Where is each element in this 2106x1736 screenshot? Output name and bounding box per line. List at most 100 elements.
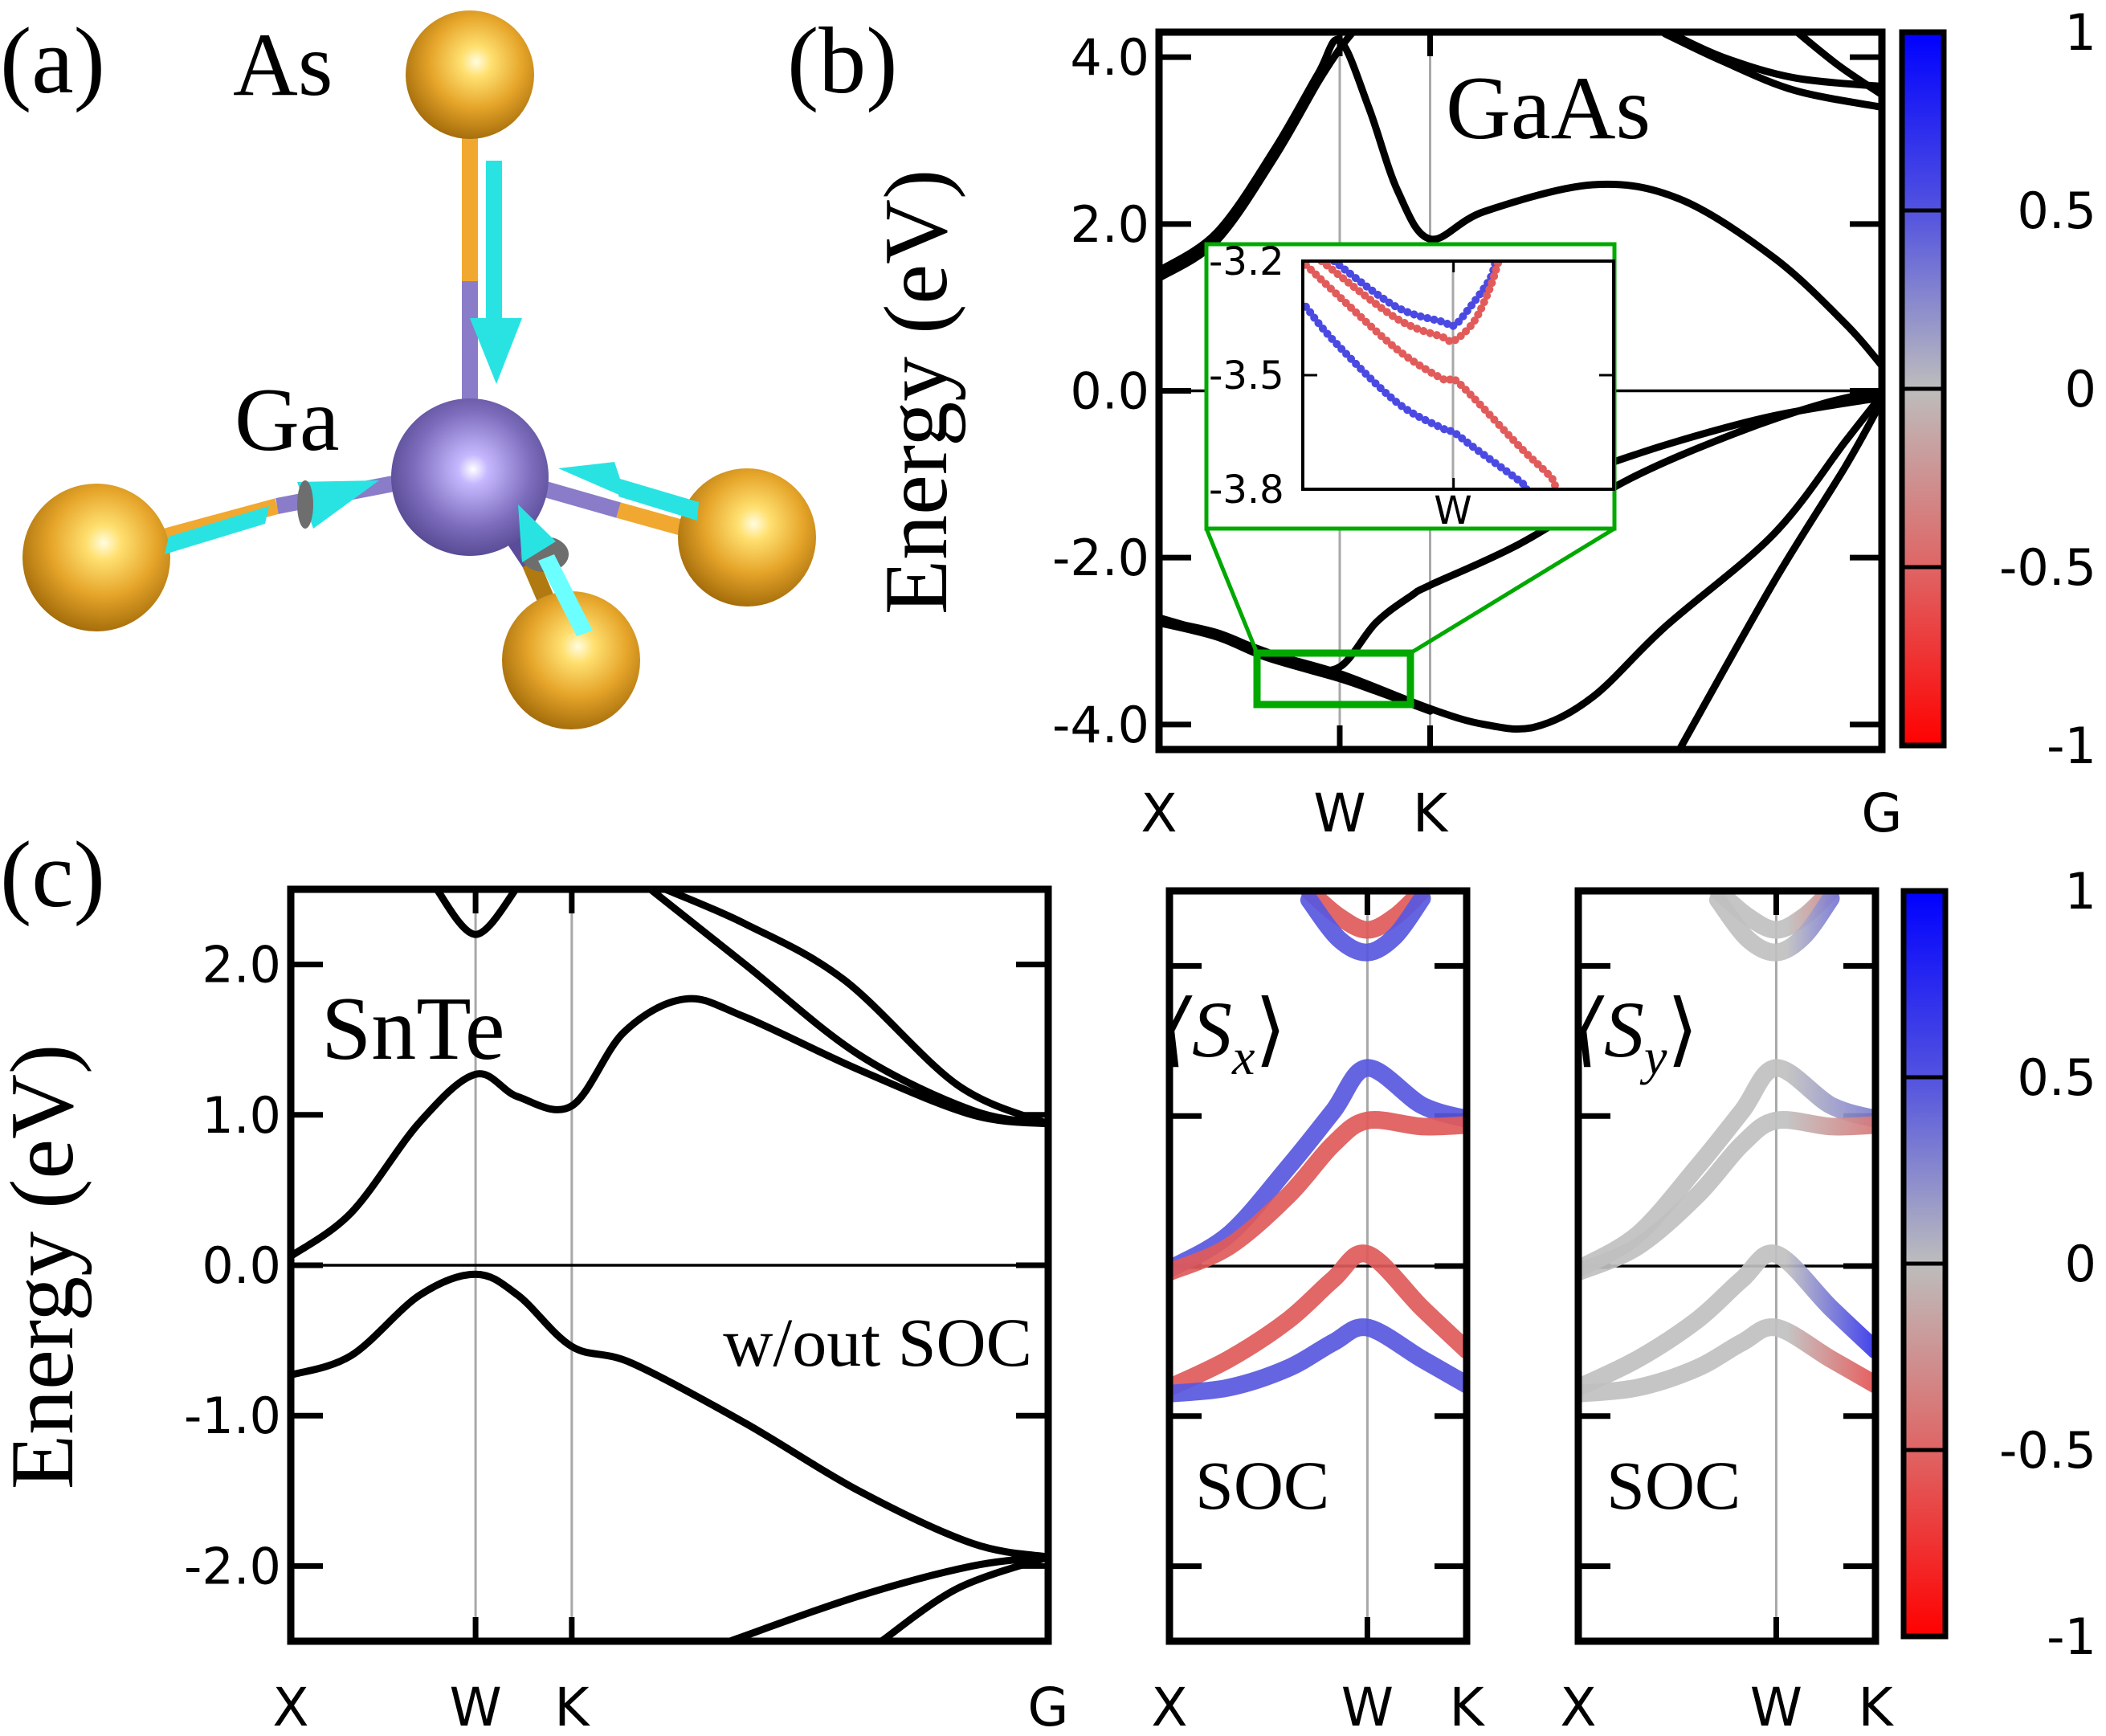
panel-label-c: (c) bbox=[0, 822, 105, 927]
ga-atom-center bbox=[391, 398, 549, 556]
k-label: G bbox=[1861, 782, 1902, 844]
annotation-soc-sx: SOC bbox=[1195, 1447, 1329, 1524]
inset-bands bbox=[1303, 261, 1559, 489]
inset-y-tick-label: -3.5 bbox=[1209, 353, 1284, 398]
spin-band-cb-dn bbox=[1169, 1111, 1467, 1281]
spin-band-top-up bbox=[1708, 891, 1840, 939]
high-symmetry-lines-sx bbox=[1169, 891, 1467, 1641]
as-atom-left bbox=[22, 484, 170, 631]
spin-label-sy-close: ⟩ bbox=[1667, 985, 1698, 1074]
band-line-cb1 bbox=[291, 995, 1048, 1260]
colorbar-tick-label: 0 bbox=[2065, 360, 2096, 419]
atom-label-as: As bbox=[233, 15, 333, 115]
spin-band-top-dn bbox=[1300, 891, 1431, 962]
colorbar-tick-label: 1 bbox=[2065, 862, 2096, 921]
spin-arrows bbox=[165, 161, 699, 636]
k-label: W bbox=[1313, 782, 1365, 844]
k-label: G bbox=[1027, 1677, 1068, 1736]
inset-band-i4 bbox=[1303, 302, 1531, 489]
spin-band-vb-up bbox=[1169, 1244, 1467, 1397]
band-line-cb1 bbox=[1159, 35, 1882, 370]
spin-label-sx-close: ⟩ bbox=[1255, 985, 1286, 1074]
spin-label-sx-main: ⟨S bbox=[1161, 985, 1232, 1074]
y-axis-label-c: Energy (eV) bbox=[0, 1044, 92, 1490]
inset-band-i2 bbox=[1317, 261, 1503, 346]
band-line-vb3 bbox=[878, 1553, 1048, 1641]
k-label: W bbox=[1341, 1677, 1394, 1736]
band-line-cb4 bbox=[432, 889, 520, 938]
as-atom-bottom bbox=[502, 591, 640, 729]
inset-k-label-w: W bbox=[1434, 488, 1471, 533]
y-axis-label-b: Energy (eV) bbox=[867, 170, 966, 615]
k-label: K bbox=[1449, 1677, 1485, 1736]
y-tick-labels-b: 4.0 2.0 0.0 -2.0 -4.0 bbox=[1052, 28, 1882, 754]
band-line-cb3 bbox=[655, 889, 1048, 1128]
colorbar-tick-label: -0.5 bbox=[1999, 538, 2096, 597]
spin-label-sy: ⟨Sy⟩ bbox=[1573, 985, 1698, 1085]
inset-y-ticks: -3.2 -3.5 -3.8 bbox=[1209, 239, 1614, 513]
plot-frame-c bbox=[287, 885, 1052, 1645]
colorbar-tick-label: -1 bbox=[2047, 1607, 2096, 1666]
zoom-connector-right bbox=[1409, 526, 1616, 656]
colorbar-tick-label: 1 bbox=[2065, 3, 2096, 62]
bands-sy bbox=[1578, 891, 1875, 1403]
band-line-cb3 bbox=[1662, 32, 1882, 90]
band-line-cb4 bbox=[1661, 32, 1882, 111]
band-line-vb5 bbox=[1675, 397, 1882, 750]
band-line-vb2 bbox=[1159, 619, 1434, 715]
k-label: K bbox=[1858, 1677, 1894, 1736]
spin-label-sy-main: ⟨S bbox=[1573, 985, 1644, 1074]
inset-y-tick-label: -3.8 bbox=[1209, 468, 1284, 513]
inset-plot-frame bbox=[1301, 259, 1615, 491]
spin-arrow-top-icon bbox=[470, 161, 522, 384]
spin-band-cb-up bbox=[1169, 1059, 1467, 1278]
inset-gaas-zoom: -3.2 -3.5 -3.8 W bbox=[1204, 239, 1617, 533]
band-line-vb3 bbox=[1159, 387, 1882, 675]
panel-a-structure: (a) As Ga bbox=[0, 8, 816, 729]
spin-band-cb-dn bbox=[1578, 1111, 1875, 1281]
band-line-cb5 bbox=[1792, 32, 1882, 99]
panel-label-a: (a) bbox=[0, 8, 105, 113]
colorbar-tick-label: -1 bbox=[2047, 717, 2096, 775]
colorbar-tick-label: 0.5 bbox=[2017, 182, 2096, 240]
y-tick-label: -4.0 bbox=[1052, 696, 1149, 754]
bond-right-ga bbox=[532, 478, 621, 518]
spin-band-vb-dn bbox=[1578, 1318, 1875, 1403]
as-atom-right bbox=[678, 468, 816, 607]
spin-band-vb-dn bbox=[1169, 1318, 1467, 1403]
spin-label-sx: ⟨Sx⟩ bbox=[1161, 985, 1286, 1085]
bands-snte bbox=[291, 889, 1048, 1641]
zoom-box bbox=[1253, 649, 1414, 709]
band-line-cb2 bbox=[644, 889, 1048, 1128]
colorbar-tick-label: -0.5 bbox=[1999, 1421, 2096, 1480]
spin-band-vb-up bbox=[1578, 1244, 1875, 1397]
y-tick-label: -2.0 bbox=[184, 1537, 281, 1595]
bonds bbox=[150, 137, 693, 623]
zoom-connector-left bbox=[1204, 528, 1259, 654]
y-tick-label: 2.0 bbox=[202, 936, 281, 995]
spin-band-cb-up bbox=[1578, 1059, 1875, 1278]
k-label: K bbox=[1413, 782, 1449, 844]
y-tick-labels-c: 2.0 1.0 0.0 -1.0 -2.0 bbox=[184, 936, 1048, 1595]
inset-y-tick-label: -3.2 bbox=[1209, 239, 1284, 284]
plot-frame-sy bbox=[1574, 887, 1879, 1645]
k-label: X bbox=[1151, 1677, 1187, 1736]
panel-label-b: (b) bbox=[787, 8, 898, 113]
annotation-soc-sy: SOC bbox=[1606, 1447, 1741, 1524]
plot-frame-sx bbox=[1165, 887, 1471, 1645]
y-tick-label: 4.0 bbox=[1070, 28, 1149, 87]
y-tick-label: 1.0 bbox=[202, 1086, 281, 1145]
inset-band-i3 bbox=[1303, 261, 1559, 489]
y-tick-label: -2.0 bbox=[1052, 529, 1149, 587]
y-tick-label: 0.0 bbox=[202, 1236, 281, 1295]
k-label: X bbox=[1141, 782, 1177, 844]
colorbar-tick-label: 0 bbox=[2065, 1235, 2096, 1293]
spin-arrow-left-icon bbox=[165, 480, 379, 554]
